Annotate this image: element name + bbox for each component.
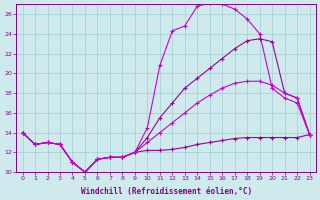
X-axis label: Windchill (Refroidissement éolien,°C): Windchill (Refroidissement éolien,°C) xyxy=(81,187,252,196)
